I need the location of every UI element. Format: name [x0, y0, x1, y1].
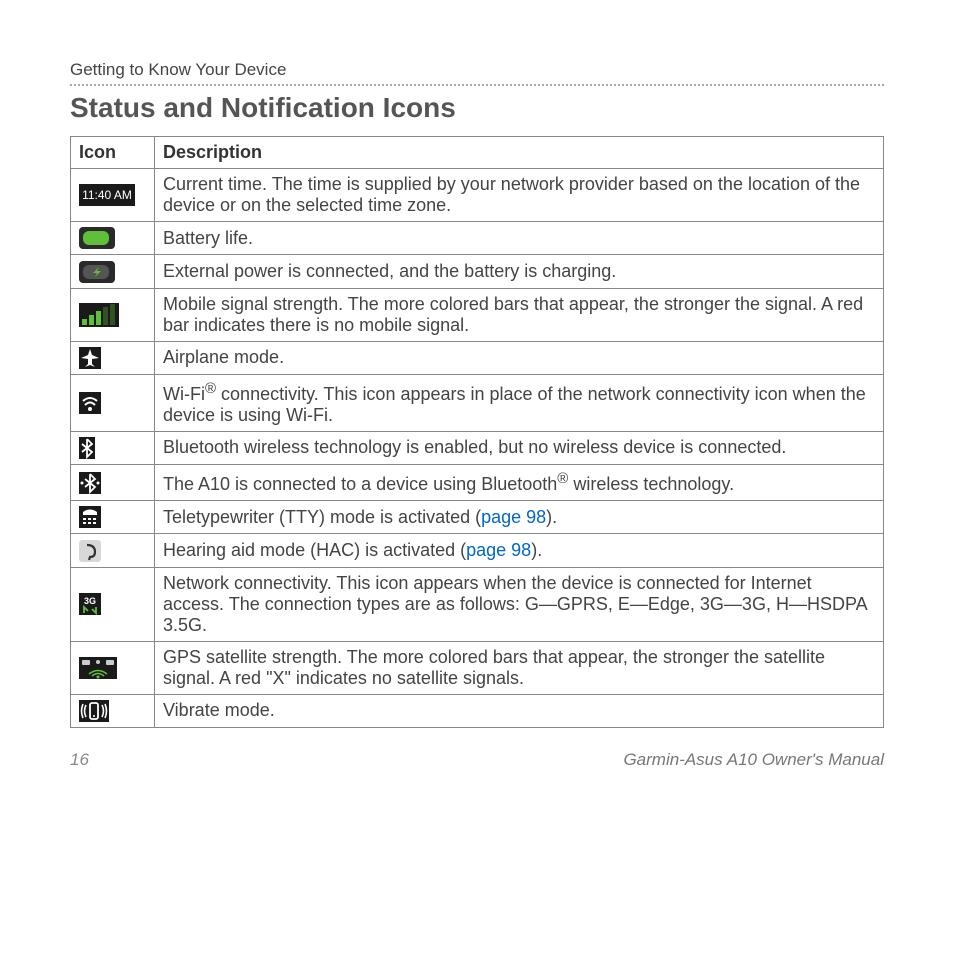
bluetooth-disabled-icon	[79, 437, 95, 459]
section-label: Getting to Know Your Device	[70, 60, 884, 80]
table-row: Battery life.	[71, 222, 884, 255]
header-description: Description	[155, 137, 884, 169]
network-3g-icon: 3G	[79, 593, 101, 615]
description-cell: Network connectivity. This icon appears …	[155, 567, 884, 641]
header-icon: Icon	[71, 137, 155, 169]
description-cell: GPS satellite strength. The more colored…	[155, 641, 884, 694]
description-cell: Current time. The time is supplied by yo…	[155, 169, 884, 222]
description-cell: External power is connected, and the bat…	[155, 255, 884, 288]
table-row: The A10 is connected to a device using B…	[71, 465, 884, 501]
table-row: Vibrate mode.	[71, 694, 884, 727]
hac-icon	[79, 540, 101, 562]
page-heading: Status and Notification Icons	[70, 92, 884, 124]
battery-icon	[79, 227, 115, 249]
table-row: GPS satellite strength. The more colored…	[71, 641, 884, 694]
tty-icon	[79, 506, 101, 528]
icon-table: Icon Description 11:40 AM Current time. …	[70, 136, 884, 728]
svg-text:3G: 3G	[84, 596, 96, 606]
vibrate-icon	[79, 700, 109, 722]
svg-text:11:40 AM: 11:40 AM	[82, 188, 132, 202]
page-footer: 16 Garmin-Asus A10 Owner's Manual	[70, 750, 884, 770]
table-row: 11:40 AM Current time. The time is suppl…	[71, 169, 884, 222]
table-row: External power is connected, and the bat…	[71, 255, 884, 288]
table-row: Hearing aid mode (HAC) is activated (pag…	[71, 534, 884, 567]
table-row: Wi-Fi® connectivity. This icon appears i…	[71, 374, 884, 431]
page-number: 16	[70, 750, 89, 770]
page-link[interactable]: page 98	[466, 540, 531, 560]
signal-icon	[79, 303, 119, 327]
airplane-icon	[79, 347, 101, 369]
charging-icon	[79, 261, 115, 283]
table-row: Airplane mode.	[71, 341, 884, 374]
table-row: Bluetooth wireless technology is enabled…	[71, 431, 884, 464]
description-cell: Hearing aid mode (HAC) is activated (pag…	[155, 534, 884, 567]
manual-page: Getting to Know Your Device Status and N…	[0, 0, 954, 800]
description-cell: Wi-Fi® connectivity. This icon appears i…	[155, 374, 884, 431]
dotted-divider	[70, 84, 884, 86]
description-cell: Teletypewriter (TTY) mode is activated (…	[155, 501, 884, 534]
page-link[interactable]: page 98	[481, 507, 546, 527]
table-row: Teletypewriter (TTY) mode is activated (…	[71, 501, 884, 534]
description-cell: Bluetooth wireless technology is enabled…	[155, 431, 884, 464]
bluetooth-connected-icon	[79, 472, 101, 494]
gps-icon	[79, 657, 117, 679]
description-cell: Airplane mode.	[155, 341, 884, 374]
description-cell: Battery life.	[155, 222, 884, 255]
time-icon: 11:40 AM	[79, 184, 135, 206]
wifi-icon	[79, 392, 101, 414]
table-body: 11:40 AM Current time. The time is suppl…	[71, 169, 884, 728]
description-cell: The A10 is connected to a device using B…	[155, 465, 884, 501]
table-row: Mobile signal strength. The more colored…	[71, 288, 884, 341]
manual-title: Garmin-Asus A10 Owner's Manual	[623, 750, 884, 770]
description-cell: Vibrate mode.	[155, 694, 884, 727]
table-row: 3G Network connectivity. This icon appea…	[71, 567, 884, 641]
description-cell: Mobile signal strength. The more colored…	[155, 288, 884, 341]
